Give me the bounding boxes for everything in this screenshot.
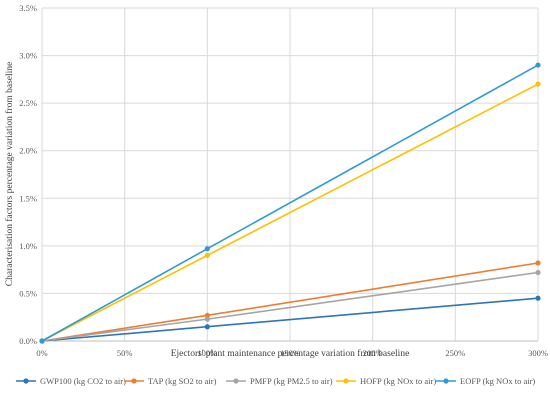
x-tick-label: 300% (528, 348, 548, 358)
legend-item: TAP (kg SO2 to air) (124, 376, 217, 386)
legend-label: TAP (kg SO2 to air) (148, 376, 217, 386)
x-axis-ticks: 0% 50% 100% 150% 200% 250% 300% (36, 348, 548, 358)
data-point (535, 269, 541, 276)
data-point (535, 62, 541, 68)
legend-item: GWP100 (kg CO2 to air) (16, 376, 126, 386)
x-axis-title: Ejectors' plant maintenance percentage v… (171, 348, 410, 359)
legend: GWP100 (kg CO2 to air) TAP (kg SO2 to air… (16, 376, 535, 386)
series-5 (39, 62, 541, 344)
data-point (204, 312, 210, 318)
data-point (204, 246, 210, 252)
grid (41, 7, 539, 341)
y-tick-label: 3.5% (19, 3, 37, 13)
legend-label: GWP100 (kg CO2 to air) (40, 376, 126, 386)
legend-item: HOFP (kg NOx to air) (336, 376, 436, 386)
data-point (535, 81, 541, 87)
y-axis-title: Characterisation factors percentage vari… (4, 62, 15, 286)
legend-label: HOFP (kg NOx to air) (360, 376, 436, 386)
series-lines (39, 62, 541, 344)
x-tick-label: 0% (36, 348, 47, 358)
data-point (204, 324, 210, 330)
legend-item: PMFP (kg PM2.5 to air) (226, 376, 333, 386)
data-point (535, 295, 541, 301)
y-tick-label: 2.5% (19, 98, 37, 108)
legend-marker (443, 378, 449, 384)
legend-marker (233, 378, 239, 384)
x-tick-label: 200% (363, 348, 383, 358)
y-tick-label: 3.0% (19, 51, 37, 61)
y-tick-label: 1.0% (19, 241, 37, 251)
data-point (39, 338, 45, 344)
legend-marker (131, 378, 137, 384)
y-tick-label: 1.5% (19, 193, 37, 203)
data-point (204, 252, 210, 258)
y-axis-ticks: 0.0% 0.5% 1.0% 1.5% 2.0% 2.5% 3.0% 3.5% (19, 3, 37, 346)
legend-label: EOFP (kg NOx to air) (460, 376, 535, 386)
y-tick-label: 2.0% (19, 146, 37, 156)
legend-label: PMFP (kg PM2.5 to air) (250, 376, 333, 386)
x-tick-label: 100% (197, 348, 217, 358)
legend-item: EOFP (kg NOx to air) (436, 376, 535, 386)
legend-marker (23, 378, 29, 384)
y-tick-label: 0.0% (19, 336, 37, 346)
x-tick-label: 150% (280, 348, 300, 358)
y-tick-label: 0.5% (19, 288, 37, 298)
data-point (204, 316, 210, 322)
data-point (535, 260, 541, 266)
x-tick-label: 250% (445, 348, 465, 358)
legend-marker (343, 378, 349, 384)
x-tick-label: 50% (117, 348, 133, 358)
series-1 (39, 295, 541, 344)
